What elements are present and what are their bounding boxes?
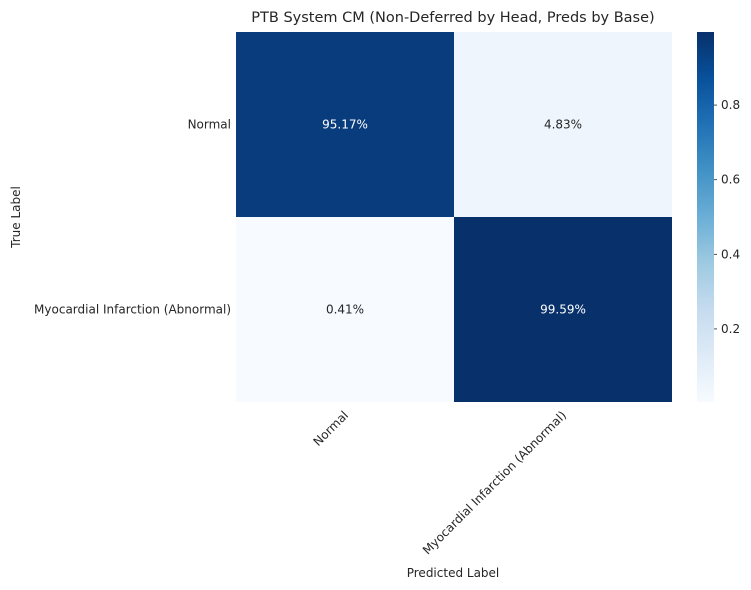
cell-value-label: 0.41% — [326, 303, 364, 317]
colorbar-tick-label: 0.4 — [721, 247, 740, 261]
heatmap-cell — [236, 217, 454, 402]
x-axis-label: Predicted Label — [407, 566, 500, 580]
x-tick-label: Normal — [311, 408, 352, 449]
y-tick-label: Myocardial Infarction (Abnormal) — [34, 303, 231, 317]
heatmap-cells — [236, 32, 672, 402]
y-tick-labels: Normal Myocardial Infarction (Abnormal) — [34, 118, 231, 317]
x-tick-labels: Normal Myocardial Infarction (Abnormal) — [311, 408, 570, 557]
colorbar-tick-label: 0.6 — [721, 173, 740, 187]
heatmap-cell — [236, 32, 454, 217]
colorbar — [697, 32, 714, 402]
heatmap-cell — [454, 217, 672, 402]
x-tick-label: Myocardial Infarction (Abnormal) — [420, 408, 569, 557]
y-axis-label: True Label — [9, 186, 23, 249]
colorbar-tick-label: 0.2 — [721, 322, 740, 336]
heatmap-cell-labels: 95.17% 4.83% 0.41% 99.59% — [322, 118, 586, 317]
chart-title: PTB System CM (Non-Deferred by Head, Pre… — [251, 10, 654, 26]
colorbar-ticks: 0.2 0.4 0.6 0.8 — [714, 98, 740, 336]
colorbar-tick-label: 0.8 — [721, 98, 740, 112]
heatmap-cell — [454, 32, 672, 217]
y-tick-label: Normal — [188, 118, 231, 132]
cell-value-label: 95.17% — [322, 118, 368, 132]
cell-value-label: 4.83% — [544, 118, 582, 132]
cell-value-label: 99.59% — [540, 303, 586, 317]
